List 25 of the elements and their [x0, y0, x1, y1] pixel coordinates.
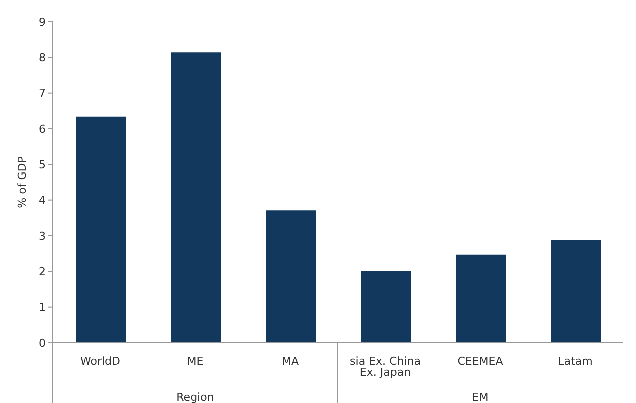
y-tick-label: 8 [39, 52, 46, 65]
bar [76, 116, 126, 343]
y-axis-title: % of GDP [16, 156, 29, 208]
text: EM [472, 391, 489, 403]
bar [266, 210, 316, 343]
bar [171, 52, 221, 343]
y-tick-label: 7 [39, 87, 46, 100]
y-tick-label: 3 [39, 230, 46, 243]
y-tick-label: 6 [39, 122, 46, 136]
x-tick-label: MA [282, 354, 300, 368]
y-tick-label: 0 [39, 336, 46, 350]
y-tick-label: 4 [39, 194, 46, 208]
x-tick-label: CEEMEA [458, 354, 504, 368]
x-tick-label: ME [187, 354, 204, 368]
x-tick-label: WorldD [80, 354, 120, 368]
bar [361, 270, 411, 343]
y-tick-label: 5 [39, 158, 46, 172]
y-tick-label: 9 [39, 16, 46, 29]
bar [551, 240, 601, 343]
y-tick-label: 2 [39, 266, 46, 279]
y-tick-label: 1 [39, 301, 46, 314]
x-tick-label: sia Ex. China Ex. Japan [350, 354, 421, 379]
x-tick-label: Latam [558, 354, 593, 368]
text: Region [176, 391, 214, 403]
bar [456, 254, 506, 343]
